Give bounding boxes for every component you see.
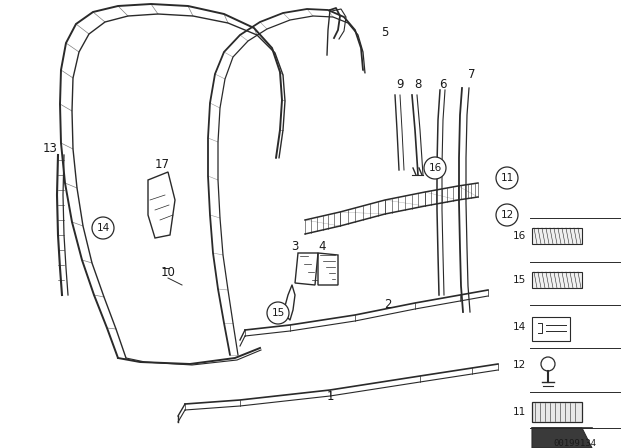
Text: 11: 11 [500, 173, 514, 183]
FancyBboxPatch shape [532, 402, 582, 422]
Text: 16: 16 [428, 163, 442, 173]
Text: 13: 13 [43, 142, 58, 155]
Text: 17: 17 [154, 159, 170, 172]
Circle shape [267, 302, 289, 324]
Text: 14: 14 [513, 322, 526, 332]
FancyBboxPatch shape [532, 272, 582, 288]
Text: 15: 15 [513, 275, 526, 285]
Text: 3: 3 [291, 241, 299, 254]
Text: 2: 2 [384, 298, 392, 311]
Text: 1: 1 [326, 389, 333, 402]
Text: 6: 6 [439, 78, 447, 91]
Text: 8: 8 [414, 78, 422, 91]
FancyBboxPatch shape [532, 228, 582, 244]
Text: 12: 12 [500, 210, 514, 220]
Text: 11: 11 [513, 407, 526, 417]
Text: 9: 9 [396, 78, 404, 91]
Text: 14: 14 [97, 223, 109, 233]
Polygon shape [532, 428, 592, 448]
Text: 00199134: 00199134 [554, 439, 596, 448]
Text: 12: 12 [513, 360, 526, 370]
Text: 7: 7 [468, 68, 476, 81]
Text: 5: 5 [381, 26, 388, 39]
Circle shape [92, 217, 114, 239]
Text: 4: 4 [318, 241, 326, 254]
Circle shape [496, 167, 518, 189]
Text: 16: 16 [513, 231, 526, 241]
Text: 15: 15 [271, 308, 285, 318]
Circle shape [496, 204, 518, 226]
Text: 10: 10 [161, 266, 175, 279]
Circle shape [424, 157, 446, 179]
